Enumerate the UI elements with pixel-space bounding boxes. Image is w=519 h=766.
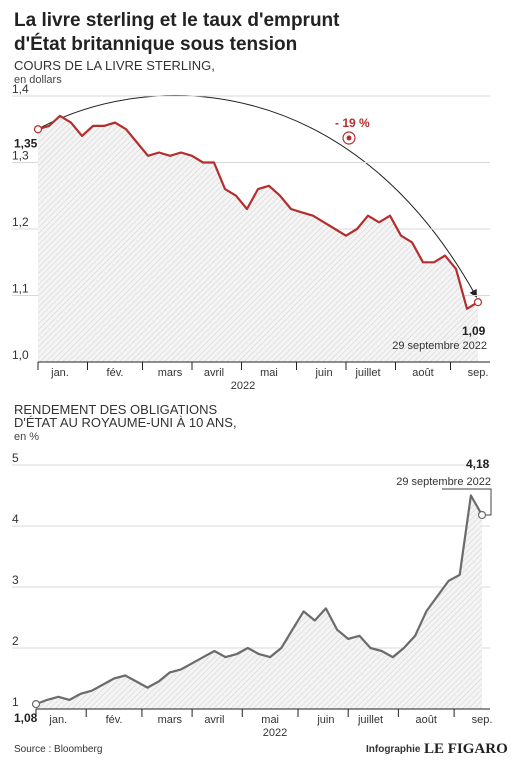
x-axis-label: 2022 <box>263 727 287 739</box>
x-tick-label: avril <box>204 714 224 726</box>
x-tick-label: juin <box>316 714 334 726</box>
date-label: 29 septembre 2022 <box>392 340 487 352</box>
x-tick-label: jan. <box>48 714 67 726</box>
x-tick-label: juillet <box>357 714 383 726</box>
y-tick-label: 1 <box>12 695 19 709</box>
brand: LE FIGARO <box>424 741 508 757</box>
point-marker <box>31 700 41 709</box>
x-tick-label: juin <box>314 367 332 379</box>
x-tick-label: fév. <box>107 367 124 379</box>
change-marker-dot <box>346 135 352 141</box>
x-tick-label: fév. <box>106 714 123 726</box>
trend-arrow <box>39 95 477 298</box>
x-tick-label: mai <box>260 367 278 379</box>
y-tick-label: 1,1 <box>12 282 29 296</box>
chart-title: RENDEMENT DES OBLIGATIONS <box>14 402 218 417</box>
change-label: - 19 % <box>335 116 370 130</box>
x-tick-label: août <box>416 714 437 726</box>
point-marker <box>477 510 487 520</box>
x-tick-label: août <box>412 367 433 379</box>
chart-title: COURS DE LA LIVRE STERLING, <box>14 58 215 73</box>
unit-label: en % <box>14 431 39 443</box>
y-tick-label: 2 <box>12 634 19 648</box>
x-axis-label: 2022 <box>231 380 255 392</box>
x-tick-label: mars <box>158 714 183 726</box>
y-tick-label: 5 <box>12 451 19 465</box>
x-tick-label: sep. <box>472 714 493 726</box>
y-tick-label: 4 <box>12 512 19 526</box>
title-line: d'État britannique sous tension <box>14 33 297 55</box>
y-tick-label: 3 <box>12 573 19 587</box>
area-fill <box>38 115 478 363</box>
value-label: 4,18 <box>466 457 490 471</box>
y-tick-label: 1,4 <box>12 82 29 96</box>
x-tick-label: juillet <box>354 367 380 379</box>
x-tick-label: mars <box>158 367 183 379</box>
line <box>35 494 483 706</box>
value-label: 1,35 <box>14 136 38 150</box>
connector <box>442 488 492 516</box>
line <box>37 114 479 310</box>
point-marker <box>473 298 483 307</box>
value-label: 1,08 <box>14 711 38 725</box>
x-tick-label: jan. <box>50 367 69 379</box>
point-marker <box>33 125 43 134</box>
date-label: 29 septembre 2022 <box>396 476 491 488</box>
source: Source : Bloomberg <box>14 744 102 755</box>
title-line: La livre sterling et le taux d'emprunt <box>14 10 340 31</box>
area-fill <box>36 495 482 709</box>
credit: Infographie <box>366 744 421 755</box>
y-tick-label: 1,0 <box>12 348 29 362</box>
x-tick-label: sep. <box>468 367 489 379</box>
unit-label: en dollars <box>14 74 62 86</box>
y-tick-label: 1,3 <box>12 149 29 163</box>
value-label: 1,09 <box>462 324 486 338</box>
y-tick-label: 1,2 <box>12 215 29 229</box>
x-tick-label: avril <box>204 367 224 379</box>
chart-title: D'ÉTAT AU ROYAUME-UNI À 10 ANS, <box>14 415 237 430</box>
x-tick-label: mai <box>261 714 279 726</box>
